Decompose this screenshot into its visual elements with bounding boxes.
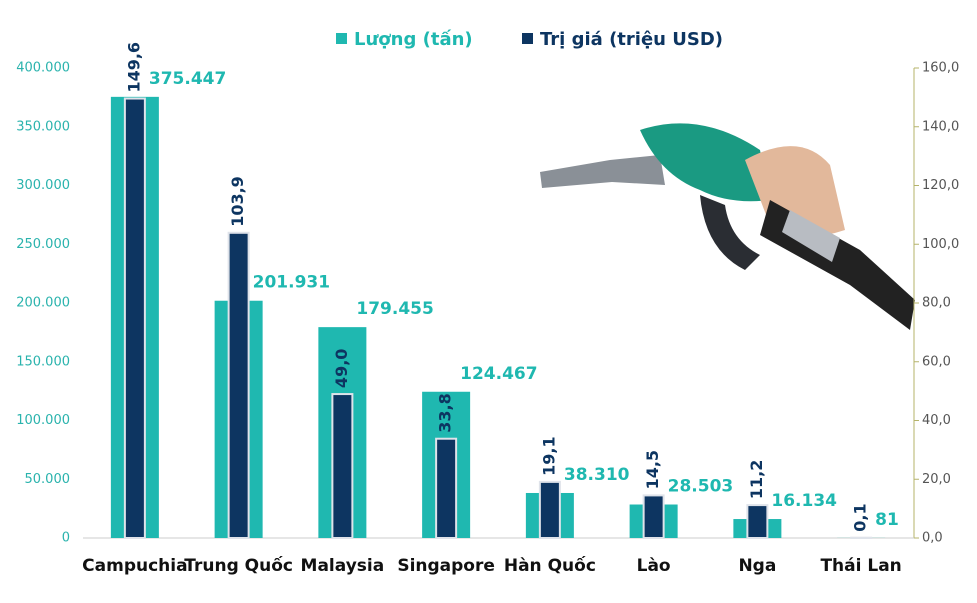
y-tick-label: 50.000 (25, 472, 71, 487)
data-label: 179.455 (356, 299, 433, 319)
y2-tick-label: 60,0 (922, 354, 951, 369)
y-tick-label: 100.000 (16, 413, 70, 428)
y-tick-label: 400.000 (16, 61, 70, 76)
x-tick-label: Lào (637, 556, 671, 576)
legend-swatch (336, 33, 347, 44)
y2-tick-label: 140,0 (922, 119, 959, 134)
bar (123, 97, 146, 540)
data-label: 81 (875, 510, 899, 530)
data-label: 14,5 (643, 450, 662, 489)
y2-tick-label: 20,0 (922, 472, 951, 487)
bar (227, 231, 250, 539)
x-tick-label: Trung Quốc (184, 555, 293, 576)
data-label: 33,8 (436, 393, 455, 432)
y-tick-label: 200.000 (16, 296, 70, 311)
x-tick-label: Malaysia (301, 556, 385, 576)
legend-swatch (522, 33, 533, 44)
data-label: 375.447 (149, 69, 226, 89)
data-label: 0,1 (851, 503, 870, 531)
x-tick-label: Nga (738, 556, 776, 576)
data-label: 49,0 (332, 349, 351, 388)
x-tick-label: Hàn Quốc (504, 555, 596, 576)
y2-tick-label: 0,0 (922, 531, 943, 546)
y-tick-label: 150.000 (16, 354, 70, 369)
y2-tick-label: 40,0 (922, 413, 951, 428)
data-label: 103,9 (228, 176, 247, 227)
y-tick-label: 250.000 (16, 237, 70, 252)
bar (746, 504, 769, 540)
x-tick-label: Singapore (397, 556, 495, 576)
data-label: 19,1 (539, 436, 558, 475)
legend-label: Lượng (tấn) (354, 29, 473, 50)
bar (331, 393, 354, 539)
data-label: 16.134 (771, 491, 837, 511)
legend-label: Trị giá (triệu USD) (540, 29, 723, 50)
y2-tick-label: 100,0 (922, 237, 959, 252)
data-label: 149,6 (124, 42, 143, 93)
data-label: 11,2 (747, 460, 766, 499)
y2-tick-label: 120,0 (922, 178, 959, 193)
fuel-nozzle-illustration (540, 123, 915, 330)
y-tick-label: 300.000 (16, 178, 70, 193)
y2-tick-label: 80,0 (922, 296, 951, 311)
x-tick-label: Thái Lan (820, 556, 901, 576)
y-tick-label: 350.000 (16, 119, 70, 134)
bar (642, 494, 665, 539)
data-label: 201.931 (253, 273, 330, 293)
y-tick-label: 0 (62, 531, 70, 546)
bar (435, 437, 458, 539)
y2-tick-label: 160,0 (922, 61, 959, 76)
data-label: 38.310 (564, 465, 630, 485)
x-tick-label: Campuchia (82, 556, 187, 576)
bar (538, 480, 561, 539)
data-label: 28.503 (668, 477, 734, 497)
data-label: 124.467 (460, 364, 537, 384)
